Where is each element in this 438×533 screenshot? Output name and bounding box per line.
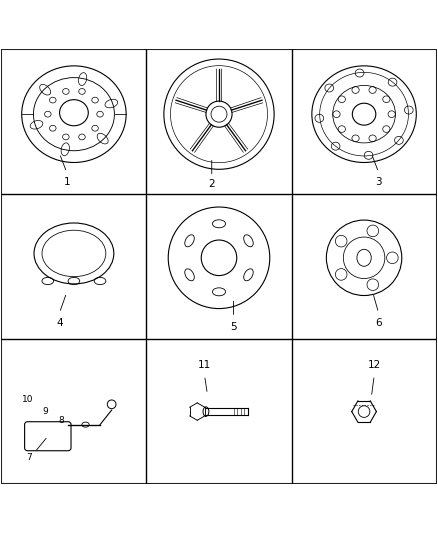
Text: 11: 11 — [198, 360, 211, 370]
Text: 5: 5 — [230, 322, 237, 333]
Text: 2: 2 — [208, 179, 215, 189]
Text: 9: 9 — [42, 407, 48, 416]
Text: 8: 8 — [58, 416, 64, 425]
Text: 7: 7 — [26, 454, 32, 463]
Text: 6: 6 — [375, 318, 382, 328]
Text: 4: 4 — [56, 318, 63, 328]
Text: 12: 12 — [367, 360, 381, 370]
Text: 1: 1 — [64, 177, 70, 188]
Text: 10: 10 — [22, 395, 33, 405]
Text: 3: 3 — [375, 177, 382, 188]
